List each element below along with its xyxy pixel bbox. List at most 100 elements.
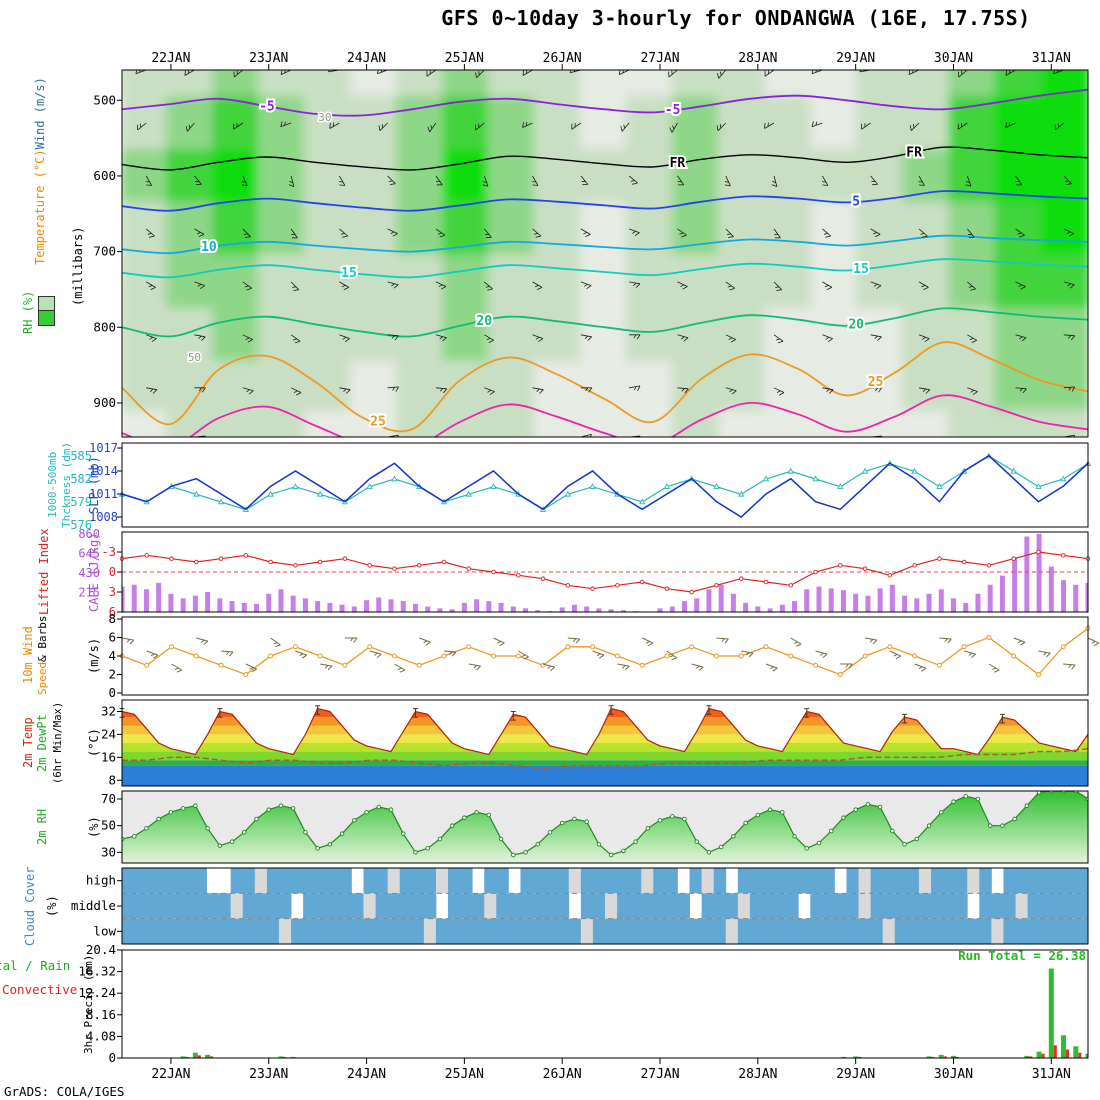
- minmax-whisker: [804, 708, 810, 718]
- svg-text:12.24: 12.24: [78, 985, 116, 1000]
- minmax-whisker: [510, 710, 516, 721]
- temp-contour-20: [122, 307, 1088, 338]
- cape-bar: [351, 606, 357, 612]
- precip-total-bar: [938, 1054, 944, 1058]
- precip-total-bar: [1036, 1051, 1042, 1058]
- precip-conv-bar: [931, 1056, 935, 1058]
- cape-bar: [828, 588, 834, 612]
- cape-bar: [461, 602, 467, 612]
- svg-text:31JAN: 31JAN: [1032, 1067, 1071, 1082]
- cape-bar: [620, 610, 626, 612]
- cape-bar: [376, 597, 382, 612]
- svg-text:FR: FR: [906, 146, 922, 161]
- svg-text:5: 5: [852, 195, 860, 210]
- cape-bar: [669, 606, 675, 612]
- temp-contour--5: [122, 88, 1088, 117]
- cape-bar: [571, 604, 577, 612]
- precip-total-bar: [205, 1054, 211, 1058]
- cape-bar: [437, 608, 443, 612]
- svg-text:-3: -3: [102, 545, 116, 559]
- svg-text:600: 600: [93, 168, 116, 183]
- cape-bar: [266, 593, 272, 612]
- cape-bar: [938, 589, 944, 612]
- x-axis-top: 22JAN 23JAN 24JAN 25JAN 26JAN 27JAN 28JAN 29JAN…: [151, 51, 1071, 70]
- cape-bar: [168, 593, 174, 612]
- svg-text:FR: FR: [670, 156, 686, 171]
- svg-text:20: 20: [476, 314, 492, 329]
- cape-li-panel: 860 645 430 215 -3 0 3 6: [78, 527, 1091, 619]
- label-thickness-2: Thckness (dm): [60, 441, 73, 529]
- cape-bar: [816, 586, 822, 612]
- cape-bar: [339, 604, 345, 612]
- precip-conv-bar: [197, 1055, 201, 1058]
- label-10m-wind: 10m Wind: [21, 626, 35, 684]
- svg-text:low: low: [93, 923, 116, 938]
- precip-conv-bar: [955, 1056, 959, 1058]
- precip-conv-bar: [1091, 1056, 1094, 1058]
- svg-text:50: 50: [101, 818, 116, 833]
- label-cloud-unit: (%): [45, 895, 59, 917]
- cape-bar: [559, 607, 565, 612]
- temp-line: [121, 707, 1089, 756]
- precip-total-bar: [192, 1052, 198, 1058]
- label-cape: CAPE (J/kg): [87, 532, 101, 612]
- upper-air-panel: -5 -5 FR FR 5 10 15 15 20 20 25 25 30 50 500 600 700 800 9…: [93, 51, 1089, 438]
- cape-bar: [486, 601, 492, 612]
- label-speed-barbs: Speed& Barbs: [36, 610, 49, 700]
- chart-title: GFS 0~10day 3-hourly for ONDANGWA (16E, …: [441, 6, 1031, 30]
- label-slp: SLP (mb): [87, 456, 101, 514]
- cape-bar: [180, 598, 186, 612]
- svg-text:4: 4: [108, 648, 116, 663]
- svg-text:32: 32: [101, 703, 116, 718]
- label-2m-dewpt: 2m DewPt: [35, 714, 49, 772]
- svg-text:16: 16: [101, 749, 116, 764]
- precip-conv-bar: [1029, 1056, 1033, 1058]
- cape-bar: [241, 602, 247, 612]
- svg-text:6: 6: [108, 630, 116, 645]
- temp-contour-FR: [122, 146, 1088, 171]
- cape-bar: [278, 589, 284, 612]
- svg-text:1014: 1014: [89, 464, 118, 478]
- precip-total-bar: [853, 1056, 859, 1058]
- precip-conv-bar: [943, 1056, 947, 1058]
- label-minmax: (6hr Min/Max): [52, 701, 64, 785]
- label-lifted-index: Lifted Index: [37, 528, 51, 616]
- cape-bar: [131, 584, 137, 612]
- svg-text:30: 30: [101, 844, 116, 859]
- svg-text:8: 8: [108, 772, 116, 787]
- svg-text:3: 3: [109, 585, 116, 599]
- svg-text:15: 15: [853, 262, 869, 277]
- label-thickness-1: 1000-500mb: [46, 451, 59, 519]
- svg-text:6: 6: [109, 605, 116, 619]
- cape-bar: [681, 601, 687, 612]
- svg-text:24: 24: [101, 726, 116, 741]
- cape-bar: [926, 593, 932, 612]
- svg-text:26JAN: 26JAN: [543, 1067, 582, 1082]
- svg-text:430: 430: [78, 566, 100, 580]
- label-cloud-cover: Cloud Cover: [23, 866, 37, 946]
- cape-bar: [755, 606, 761, 612]
- svg-text:31JAN: 31JAN: [1032, 51, 1071, 66]
- cape-bar: [412, 603, 418, 612]
- svg-text:20: 20: [848, 317, 864, 332]
- rh-area: [122, 791, 1088, 863]
- precip-conv-bar: [858, 1056, 862, 1058]
- minmax-whisker: [902, 713, 908, 724]
- cape-bar: [217, 598, 223, 612]
- cape-bar: [608, 609, 614, 612]
- cape-bar: [498, 602, 504, 612]
- rh-shading: [122, 70, 1088, 437]
- minmax-whisker: [608, 705, 614, 715]
- temp-contour-5: [122, 190, 1088, 212]
- precip-conv-bar: [283, 1056, 287, 1058]
- svg-text:24JAN: 24JAN: [347, 51, 386, 66]
- svg-text:4.08: 4.08: [86, 1028, 116, 1043]
- cape-bar: [694, 598, 700, 612]
- label-2m-rh: 2m RH: [35, 808, 49, 846]
- svg-text:70: 70: [101, 791, 116, 806]
- temp-contour-15: [122, 258, 1088, 279]
- svg-text:-5: -5: [665, 103, 681, 118]
- slp-thickness-panel: 1017 1014 1011 1008 585 582 579 576: [70, 441, 1092, 532]
- svg-text:27JAN: 27JAN: [640, 1067, 679, 1082]
